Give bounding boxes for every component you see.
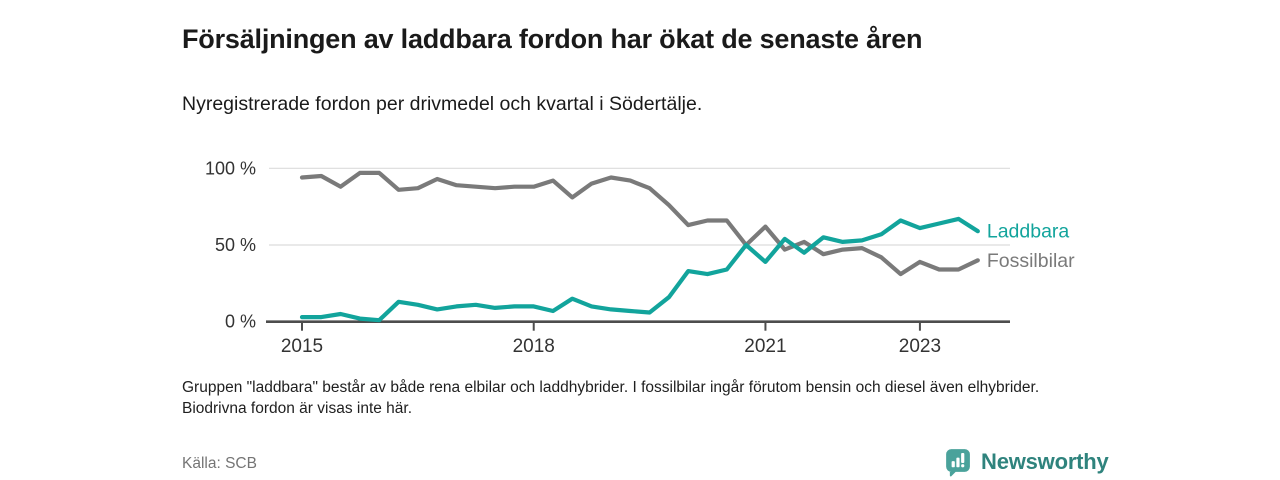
source-note: Källa: SCB bbox=[182, 455, 257, 472]
logo-bar-short bbox=[951, 461, 955, 468]
fossilbilar-line bbox=[299, 170, 980, 277]
brand-wordmark: Newsworthy bbox=[981, 448, 1109, 474]
logo-exclamation-dot bbox=[961, 464, 965, 468]
chart-subtitle: Nyregistrerade fordon per drivmedel och … bbox=[182, 93, 703, 115]
y-axis-tick-label: 50 % bbox=[215, 235, 256, 255]
x-axis-tick-label: 2015 bbox=[281, 336, 323, 357]
chart-footnote: Gruppen "laddbara" består av både rena e… bbox=[182, 379, 1040, 418]
laddbara-line bbox=[299, 216, 980, 323]
x-axis-tick-label: 2018 bbox=[513, 336, 555, 357]
x-axis-tick-label: 2023 bbox=[899, 336, 941, 357]
series-label-laddbara: Laddbara bbox=[987, 221, 1070, 243]
newsworthy-badge-icon bbox=[946, 449, 970, 477]
chart-title: Försäljningen av laddbara fordon har öka… bbox=[182, 24, 923, 55]
series-label-fossilbilar: Fossilbilar bbox=[987, 250, 1075, 272]
logo-bar-tall bbox=[961, 453, 965, 463]
y-axis-tick-label: 0 % bbox=[225, 312, 256, 332]
logo-bar-medium bbox=[956, 457, 960, 468]
brand-logo: Newsworthy bbox=[942, 446, 1109, 477]
x-axis-tick-label: 2021 bbox=[744, 336, 786, 357]
y-axis-tick-label: 100 % bbox=[205, 158, 256, 178]
